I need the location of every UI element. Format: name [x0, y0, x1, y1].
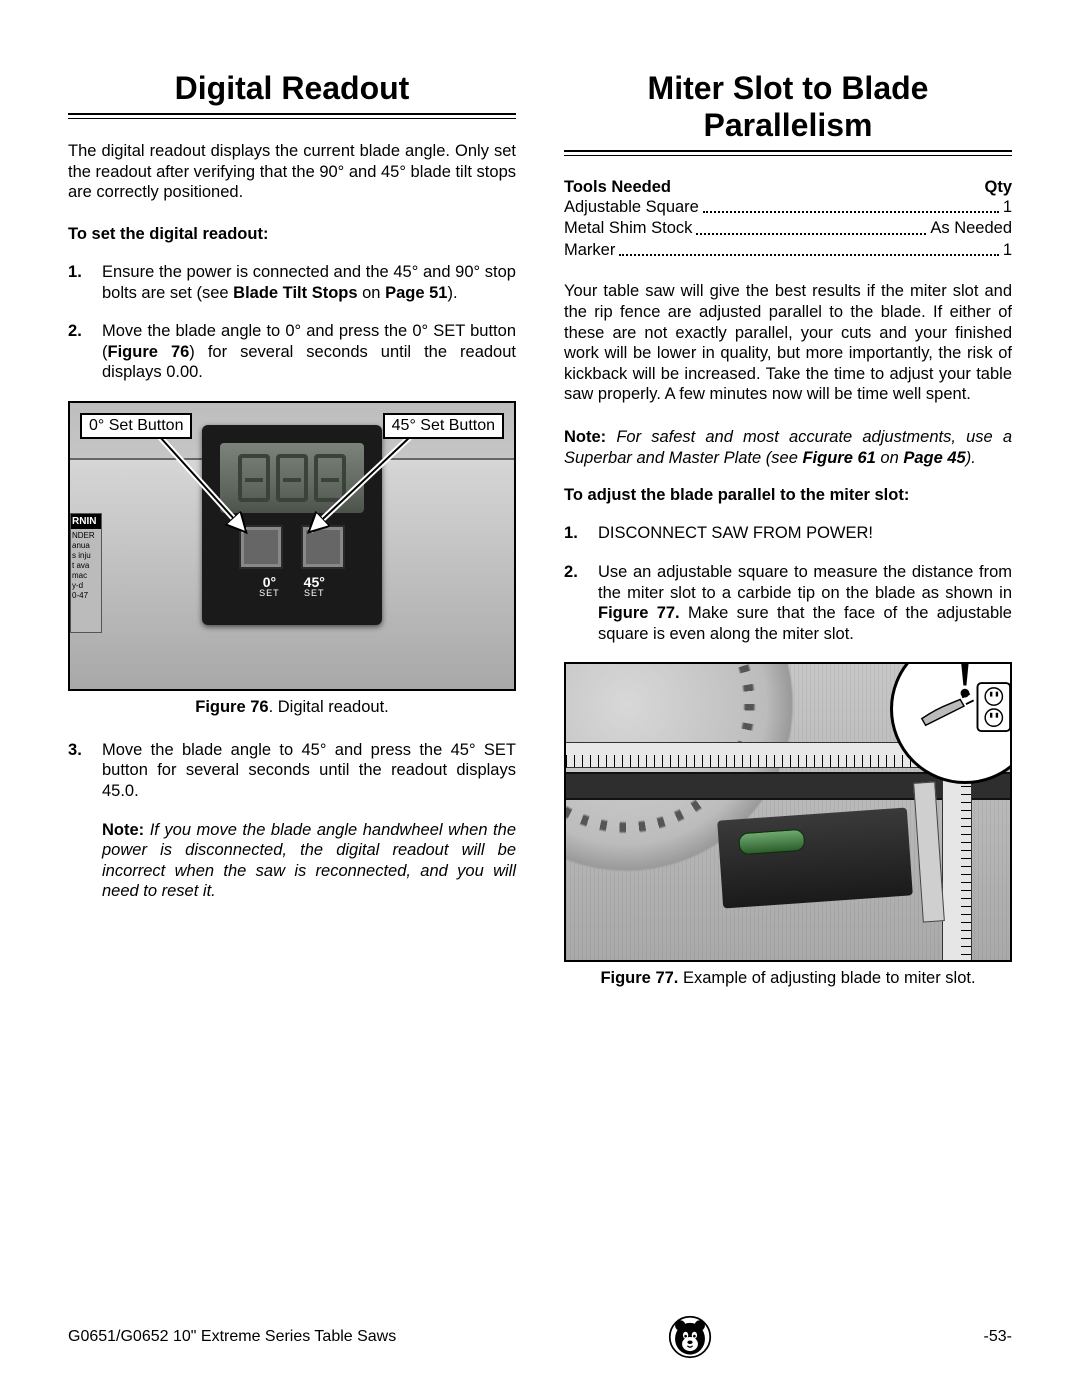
heading-rule: [564, 150, 1012, 156]
step-2: Move the blade angle to 0° and press the…: [68, 321, 516, 383]
heading-digital-readout: Digital Readout: [68, 70, 516, 107]
note-superbar: Note: For safest and most accurate adjus…: [564, 427, 1012, 468]
subhead-adjust-blade: To adjust the blade parallel to the mite…: [564, 486, 1012, 505]
heading-rule: [68, 113, 516, 119]
step-3: Move the blade angle to 45° and press th…: [68, 740, 516, 802]
footer-product: G0651/G0652 10" Extreme Series Table Saw…: [68, 1328, 396, 1346]
page-footer: G0651/G0652 10" Extreme Series Table Saw…: [68, 1315, 1012, 1359]
intro-paragraph: Your table saw will give the best result…: [564, 281, 1012, 405]
tool-row: Adjustable Square 1: [564, 197, 1012, 218]
callout-arrows: [70, 403, 514, 689]
callout-45-set: 45° Set Button: [383, 413, 504, 439]
right-column: Miter Slot to Blade Parallelism Tools Ne…: [564, 70, 1012, 1011]
intro-paragraph: The digital readout displays the current…: [68, 141, 516, 203]
tools-needed-label: Tools Needed: [564, 178, 671, 197]
tools-needed-block: Tools Needed Qty Adjustable Square 1 Met…: [564, 178, 1012, 261]
step-2: Use an adjustable square to measure the …: [564, 562, 1012, 645]
figure-76: 0°SET 45°SET 0° Set Button 45° Set Butto…: [68, 401, 516, 691]
bear-logo-icon: [668, 1315, 712, 1359]
tool-row: Marker 1: [564, 240, 1012, 261]
steps-list-cont: Move the blade angle to 45° and press th…: [68, 740, 516, 802]
step-1: Ensure the power is connected and the 45…: [68, 262, 516, 303]
steps-list: DISCONNECT SAW FROM POWER! Use an adjust…: [564, 523, 1012, 644]
page-number: -53-: [984, 1328, 1012, 1346]
heading-miter-parallelism: Miter Slot to Blade Parallelism: [564, 70, 1012, 144]
qty-label: Qty: [984, 178, 1012, 197]
step-1: DISCONNECT SAW FROM POWER!: [564, 523, 1012, 544]
tool-row: Metal Shim Stock As Needed: [564, 218, 1012, 239]
steps-list: Ensure the power is connected and the 45…: [68, 262, 516, 383]
figure-76-caption: Figure 76. Digital readout.: [68, 697, 516, 718]
unplug-warning-icon: !: [890, 662, 1012, 784]
callout-0-set: 0° Set Button: [80, 413, 192, 439]
left-column: Digital Readout The digital readout disp…: [68, 70, 516, 1011]
figure-77: !: [564, 662, 1012, 962]
note-handwheel: Note: If you move the blade angle handwh…: [68, 820, 516, 903]
figure-77-caption: Figure 77. Example of adjusting blade to…: [564, 968, 1012, 989]
subhead-set-readout: To set the digital readout:: [68, 225, 516, 244]
